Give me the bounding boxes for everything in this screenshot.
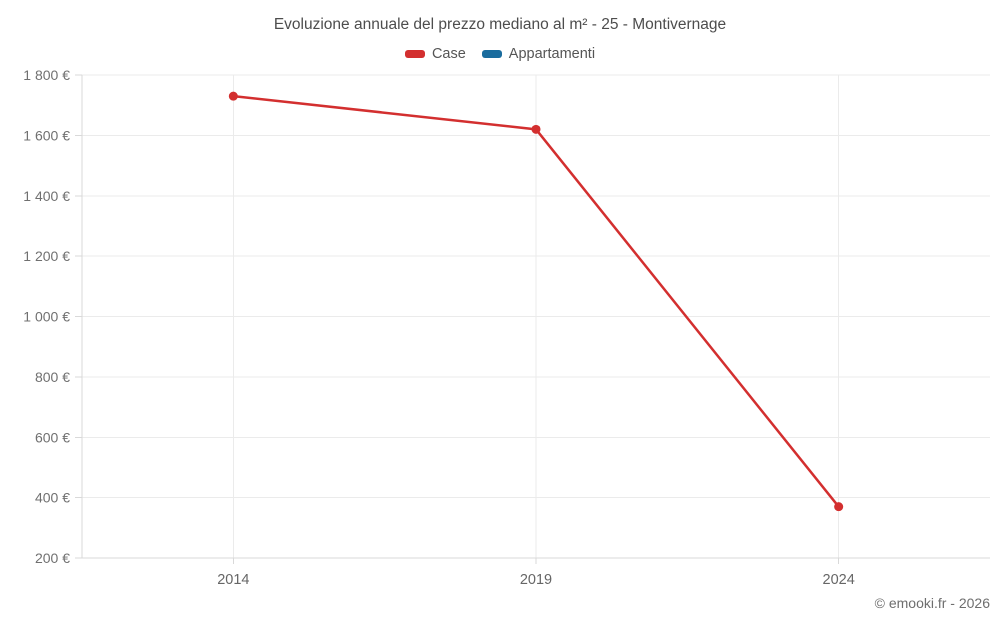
copyright-text: © emooki.fr - 2026	[874, 595, 990, 611]
y-tick-label: 1 200 €	[23, 248, 70, 264]
legend-swatch-appartamenti	[481, 50, 502, 58]
legend-item-case[interactable]: Case	[404, 46, 466, 62]
legend-label-case: Case	[431, 46, 466, 62]
y-tick-label: 1 600 €	[23, 127, 70, 143]
x-tick-label: 2024	[823, 572, 855, 588]
data-point-case-2014[interactable]	[228, 91, 238, 101]
data-point-case-2019[interactable]	[531, 124, 541, 134]
chart-title: Evoluzione annuale del prezzo mediano al…	[273, 16, 727, 33]
x-tick-label: 2014	[217, 572, 249, 588]
y-tick-label: 200 €	[35, 550, 70, 566]
legend: Case Appartamenti	[0, 46, 1000, 62]
y-tick-label: 800 €	[35, 369, 70, 385]
x-tick-label: 2019	[520, 572, 552, 588]
y-tick-label: 400 €	[35, 490, 70, 506]
y-tick-label: 1 000 €	[23, 309, 70, 325]
legend-label-appartamenti: Appartamenti	[508, 46, 596, 62]
y-tick-label: 1 800 €	[23, 67, 70, 83]
legend-item-appartamenti[interactable]: Appartamenti	[481, 46, 596, 62]
y-tick-label: 1 400 €	[23, 188, 70, 204]
legend-swatch-case	[404, 50, 425, 58]
data-point-case-2024[interactable]	[834, 502, 844, 512]
y-tick-label: 600 €	[35, 429, 70, 445]
